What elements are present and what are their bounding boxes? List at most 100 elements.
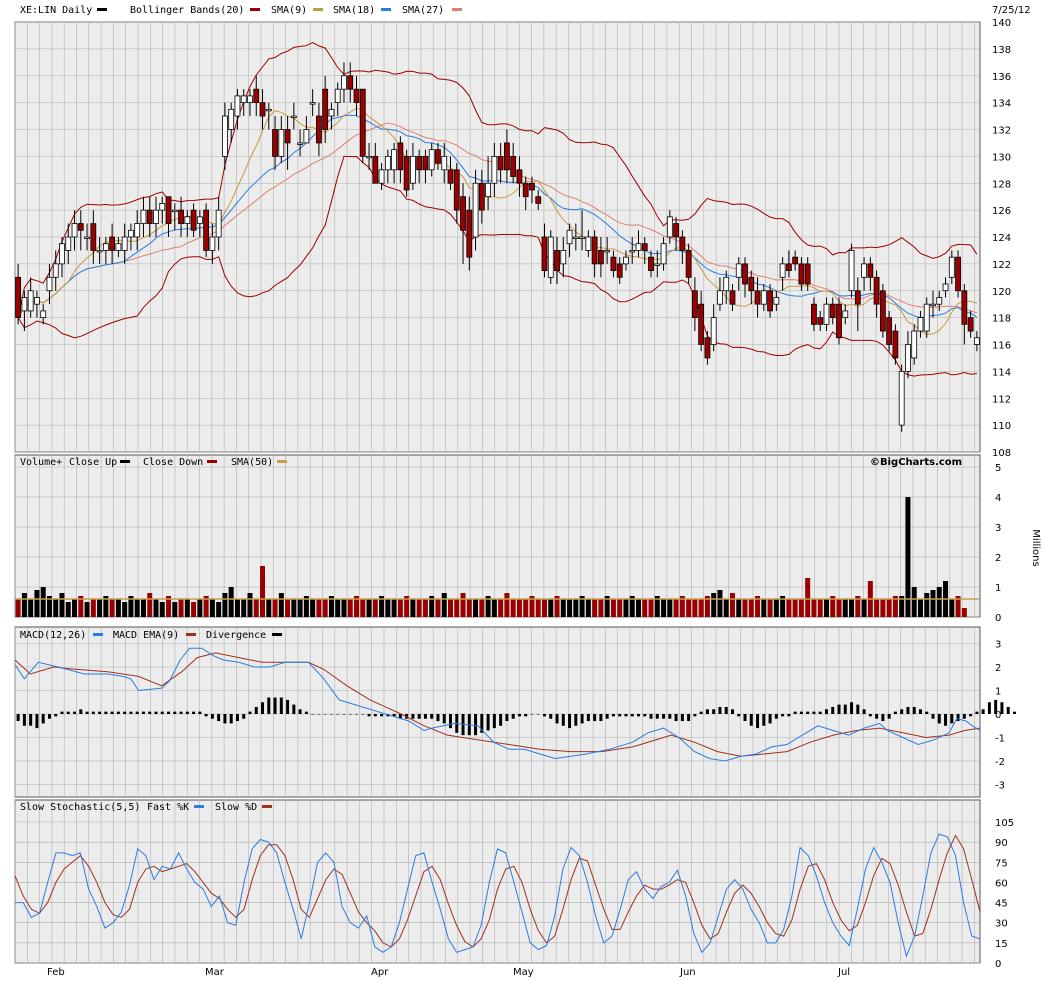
- divergence-bar: [210, 714, 214, 719]
- divergence-bar: [699, 711, 703, 714]
- divergence-bar: [79, 709, 83, 714]
- candle-body: [798, 263, 805, 285]
- candle-body: [579, 236, 585, 239]
- divergence-bar: [317, 714, 321, 715]
- candle-body: [77, 223, 84, 231]
- volume-bar: [479, 599, 485, 617]
- candle-body: [811, 303, 817, 325]
- divergence-bar: [636, 714, 640, 717]
- volume-bar: [416, 599, 422, 617]
- volume-up-swatch: [120, 460, 130, 463]
- y-tick-label: 1: [995, 687, 1001, 698]
- candle-body: [503, 142, 510, 171]
- divergence-bar: [630, 714, 634, 717]
- sma18-swatch: [381, 8, 391, 11]
- macd-label: MACD(12,26): [20, 630, 86, 641]
- divergence-bar: [674, 714, 678, 722]
- divergence-bar: [893, 711, 897, 714]
- candle-body: [836, 303, 842, 339]
- divergence-bar: [173, 711, 177, 714]
- divergence-bar: [29, 714, 33, 726]
- divergence-bar: [536, 714, 540, 715]
- candle-body: [466, 209, 473, 258]
- divergence-bar: [1000, 702, 1004, 714]
- candle-body: [760, 290, 767, 305]
- volume-bar: [335, 599, 341, 617]
- divergence-bar: [442, 714, 446, 724]
- candle-body: [616, 263, 623, 278]
- volume-bar: [529, 596, 535, 617]
- volume-bar: [78, 596, 84, 617]
- candle-body: [416, 155, 423, 171]
- candle-body: [861, 263, 867, 278]
- divergence-bar: [530, 714, 534, 715]
- divergence-bar: [135, 711, 139, 714]
- divergence-bar: [743, 714, 747, 722]
- candle-body: [253, 88, 260, 104]
- candle-body: [723, 276, 730, 292]
- sma27-label: SMA(27): [402, 5, 444, 16]
- candle-body: [717, 290, 723, 305]
- volume-bar: [573, 599, 579, 617]
- divergence-bar: [141, 711, 145, 714]
- divergence-bar: [568, 714, 572, 729]
- divergence-bar: [593, 714, 597, 722]
- divergence-bar: [824, 709, 828, 714]
- divergence-bar: [261, 702, 265, 714]
- y-tick-label: 1: [995, 583, 1001, 594]
- macd-panel: -3 -2 -1 0 1 2 3: [14, 626, 1016, 798]
- volume-bar: [485, 596, 491, 617]
- candle-body: [817, 317, 824, 325]
- divergence-bar: [449, 714, 453, 729]
- divergence-bar: [850, 702, 854, 714]
- candle-body: [635, 243, 642, 251]
- macd-line: [14, 647, 981, 762]
- divergence-bar: [975, 711, 979, 714]
- volume-bar: [642, 599, 648, 617]
- volume-bar: [786, 599, 792, 617]
- candle-body: [754, 290, 761, 305]
- divergence-bar: [129, 711, 133, 714]
- y-tick-label: 60: [995, 878, 1008, 889]
- candle-body: [159, 203, 166, 211]
- divergence-bar: [430, 714, 434, 719]
- volume-bar: [592, 599, 598, 617]
- volume-bar: [360, 599, 366, 617]
- candle-body: [178, 209, 184, 224]
- candle-body: [334, 88, 341, 104]
- volume-bar: [823, 599, 829, 617]
- symbol-label: XE:LIN Daily: [20, 5, 92, 16]
- divergence-bar: [981, 709, 985, 714]
- divergence-bar: [756, 714, 760, 729]
- volume-bar: [717, 590, 723, 617]
- volume-bar: [147, 593, 153, 617]
- candle-body: [748, 276, 755, 292]
- volume-bar: [686, 599, 692, 617]
- volume-down-label: Close Down: [143, 457, 203, 468]
- candle-body: [905, 344, 911, 372]
- y-tick-label: 138: [992, 45, 1011, 56]
- volume-panel: 0 1 2 3 4 5: [14, 454, 1001, 624]
- volume-bar: [134, 599, 140, 617]
- candle-body: [366, 155, 372, 159]
- volume-bar: [53, 599, 59, 617]
- divergence-bar: [160, 711, 164, 714]
- divergence-bar: [398, 714, 402, 719]
- y-tick-label: 116: [992, 341, 1011, 352]
- candle-body: [942, 283, 949, 292]
- divergence-bar: [1006, 706, 1010, 714]
- volume-bar: [385, 599, 391, 617]
- volume-bar: [222, 593, 228, 617]
- candle-body: [209, 236, 216, 251]
- candle-body: [435, 149, 441, 164]
- divergence-bar: [561, 714, 565, 726]
- candle-body: [303, 129, 310, 144]
- bollinger-upper-line: [17, 42, 978, 318]
- volume-bar: [523, 599, 529, 617]
- volume-bar: [924, 593, 930, 617]
- y-tick-label: 3: [995, 523, 1001, 534]
- candle-body: [165, 196, 172, 224]
- divergence-bar: [436, 714, 440, 722]
- y-tick-label: 45: [995, 899, 1008, 910]
- candle-body: [403, 155, 410, 191]
